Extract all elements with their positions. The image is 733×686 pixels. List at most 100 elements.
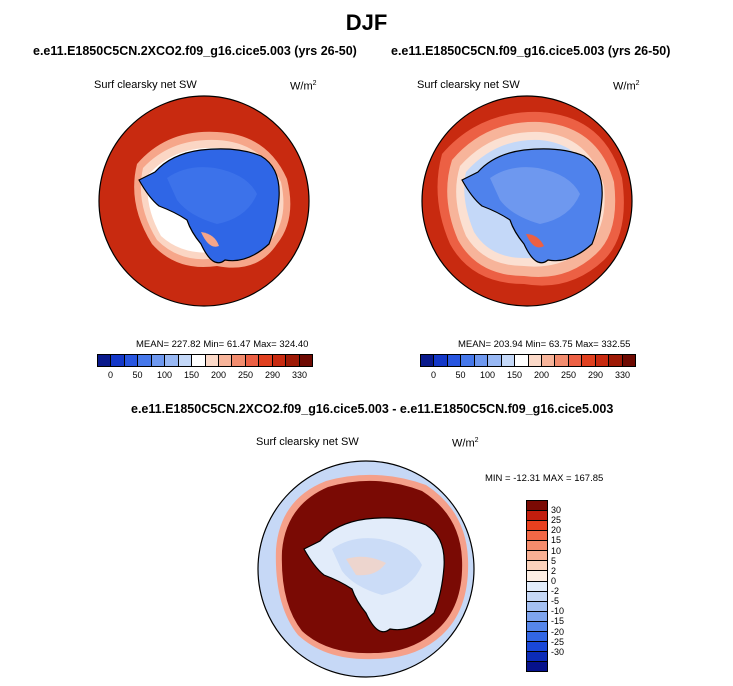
colorbar-tick-label: -10: [551, 606, 565, 617]
colorbar-tick-label: 290: [264, 370, 281, 380]
left-panel-case-title: e.e11.E1850C5CN.2XCO2.f09_g16.cice5.003 …: [33, 44, 357, 58]
right-panel-units-label: W/m2: [613, 80, 640, 93]
colorbar-swatch: [461, 355, 475, 366]
colorbar-tick-label: 250: [237, 370, 254, 380]
colorbar-tick-label: -5: [551, 596, 560, 607]
colorbar-swatch: [111, 355, 125, 366]
colorbar-swatch: [218, 355, 233, 366]
colorbar-swatch: [527, 631, 547, 642]
colorbar-swatch: [527, 551, 547, 562]
left-colorbar: [97, 354, 313, 367]
colorbar-swatch: [98, 355, 112, 366]
colorbar-tick-label: 10: [551, 545, 562, 556]
colorbar-tick-label: 0: [430, 370, 437, 380]
diff-panel-stats: MIN = -12.31 MAX = 167.85: [485, 473, 604, 484]
colorbar-swatch: [527, 651, 547, 662]
diff-panel-units-label: W/m2: [452, 437, 479, 450]
right-polar-map: [421, 95, 633, 307]
colorbar-swatch: [245, 355, 260, 366]
colorbar-tick-label: 2: [551, 565, 557, 576]
colorbar-tick-label: -15: [551, 616, 565, 627]
diff-polar-map: [257, 460, 475, 678]
colorbar-swatch: [555, 355, 569, 366]
left-panel-variable-label: Surf clearsky net SW: [94, 79, 197, 91]
colorbar-swatch: [622, 355, 635, 366]
left-polar-map: [98, 95, 310, 307]
colorbar-swatch: [151, 355, 166, 366]
colorbar-tick-label: -20: [551, 626, 565, 637]
colorbar-swatch: [259, 355, 273, 366]
colorbar-swatch: [527, 591, 547, 602]
colorbar-tick-label: 100: [156, 370, 173, 380]
colorbar-swatch: [527, 561, 547, 572]
colorbar-swatch: [527, 511, 547, 522]
colorbar-tick-label: 200: [533, 370, 550, 380]
colorbar-swatch: [124, 355, 139, 366]
colorbar-swatch: [232, 355, 246, 366]
colorbar-swatch: [582, 355, 596, 366]
colorbar-swatch: [272, 355, 287, 366]
colorbar-swatch: [527, 611, 547, 622]
colorbar-swatch: [447, 355, 462, 366]
colorbar-swatch: [528, 355, 542, 366]
colorbar-swatch: [595, 355, 610, 366]
colorbar-swatch: [165, 355, 179, 366]
left-panel-units-label: W/m2: [290, 80, 317, 93]
colorbar-tick-label: 150: [183, 370, 200, 380]
right-panel-stats: MEAN= 203.94 Min= 63.75 Max= 332.55: [458, 339, 631, 350]
page-title: DJF: [345, 10, 388, 35]
colorbar-swatch: [609, 355, 623, 366]
colorbar-swatch: [178, 355, 193, 366]
diff-colorbar: [526, 500, 548, 672]
colorbar-tick-label: 30: [551, 505, 562, 516]
colorbar-swatch: [299, 355, 312, 366]
colorbar-swatch: [527, 581, 547, 592]
right-panel-variable-label: Surf clearsky net SW: [417, 79, 520, 91]
colorbar-swatch: [286, 355, 300, 366]
diff-panel-variable-label: Surf clearsky net SW: [256, 436, 359, 448]
colorbar-swatch: [527, 531, 547, 542]
colorbar-swatch: [568, 355, 583, 366]
colorbar-swatch: [192, 355, 206, 366]
diff-colorbar-ticks: 30 25 20 15 10 5 2 0 -2 -5 -10 -15 -20 -25 -30: [551, 500, 581, 672]
colorbar-swatch: [488, 355, 502, 366]
colorbar-swatch: [474, 355, 489, 366]
colorbar-tick-label: -2: [551, 586, 560, 597]
colorbar-tick-label: 200: [210, 370, 227, 380]
colorbar-tick-label: -30: [551, 646, 565, 657]
colorbar-tick-label: -25: [551, 636, 565, 647]
colorbar-swatch: [527, 662, 547, 672]
colorbar-swatch: [527, 571, 547, 582]
colorbar-swatch: [515, 355, 529, 366]
colorbar-tick-label: 250: [560, 370, 577, 380]
colorbar-tick-label: 0: [551, 575, 557, 586]
colorbar-swatch: [527, 601, 547, 612]
colorbar-tick-label: 100: [479, 370, 496, 380]
colorbar-swatch: [421, 355, 435, 366]
left-panel-stats: MEAN= 227.82 Min= 61.47 Max= 324.40: [136, 339, 309, 350]
colorbar-tick-label: 50: [455, 370, 466, 380]
colorbar-swatch: [138, 355, 152, 366]
right-colorbar-ticks: 0 50 100 150 200 250 290 330: [420, 370, 636, 382]
colorbar-swatch: [434, 355, 448, 366]
left-colorbar-ticks: 0 50 100 150 200 250 290 330: [97, 370, 313, 382]
colorbar-tick-label: 5: [551, 555, 557, 566]
colorbar-tick-label: 20: [551, 525, 562, 536]
colorbar-tick-label: 0: [107, 370, 114, 380]
colorbar-swatch: [527, 541, 547, 552]
colorbar-swatch: [527, 501, 547, 512]
colorbar-tick-label: 330: [291, 370, 308, 380]
colorbar-tick-label: 330: [614, 370, 631, 380]
colorbar-swatch: [501, 355, 516, 366]
colorbar-tick-label: 290: [587, 370, 604, 380]
colorbar-tick-label: 150: [506, 370, 523, 380]
colorbar-tick-label: 15: [551, 535, 562, 546]
right-panel-case-title: e.e11.E1850C5CN.f09_g16.cice5.003 (yrs 2…: [391, 44, 671, 58]
diff-panel-title: e.e11.E1850C5CN.2XCO2.f09_g16.cice5.003 …: [131, 402, 614, 416]
colorbar-tick-label: 50: [132, 370, 143, 380]
colorbar-swatch: [527, 641, 547, 652]
colorbar-swatch: [205, 355, 219, 366]
colorbar-swatch: [527, 621, 547, 632]
right-colorbar: [420, 354, 636, 367]
colorbar-tick-label: 25: [551, 515, 562, 526]
